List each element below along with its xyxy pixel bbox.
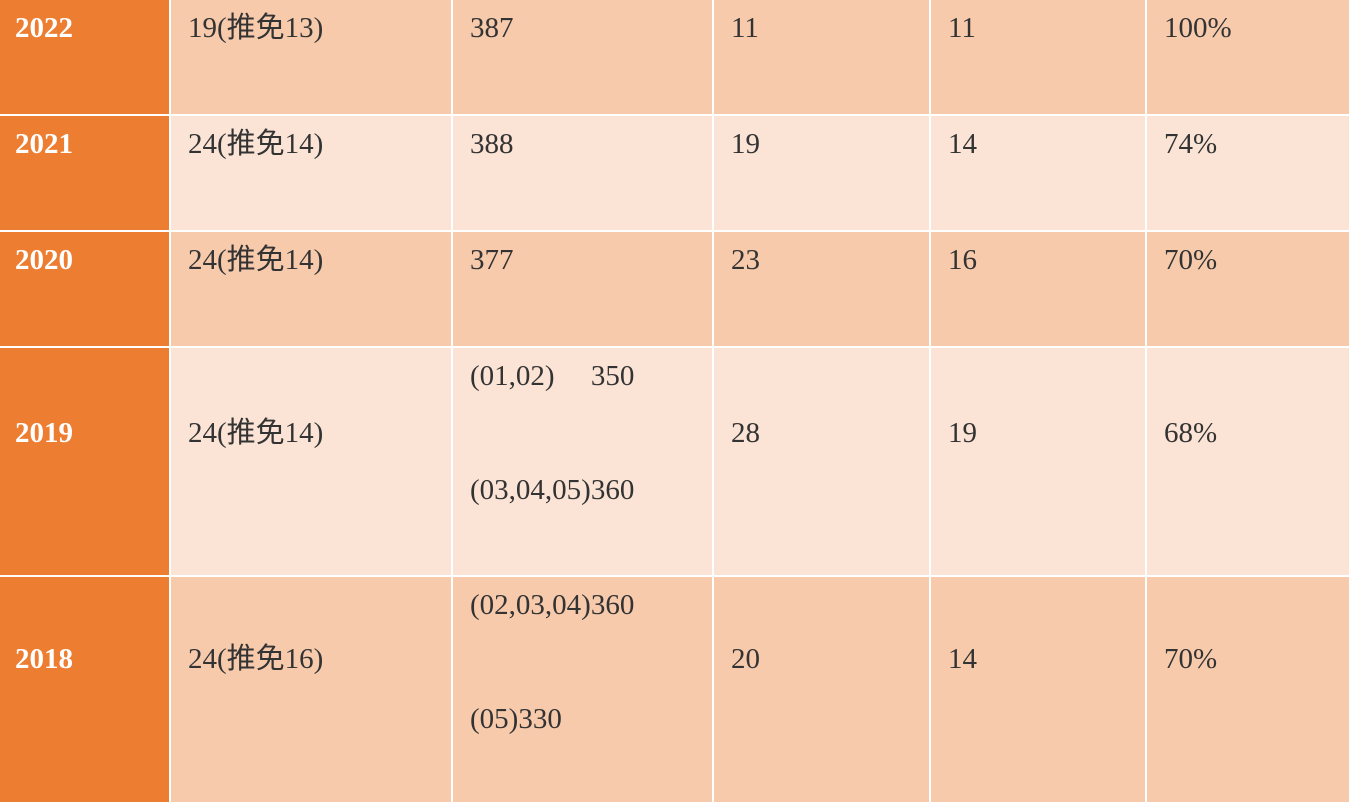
enrollment-cell: 19(推免13) [171, 0, 451, 114]
rate-cell: 68% [1147, 348, 1349, 575]
score-cell: 387 [453, 0, 712, 114]
score-line: (03,04,05)360 [470, 474, 635, 506]
enrollment-cell: 24(推免16) [171, 577, 451, 802]
year-cell: 2019 [0, 348, 169, 575]
year-cell: 2018 [0, 577, 169, 802]
score-cell: 388 [453, 116, 712, 230]
year-cell: 2021 [0, 116, 169, 230]
rate-cell: 74% [1147, 116, 1349, 230]
count-cell: 19 [714, 116, 929, 230]
rate-cell: 70% [1147, 577, 1349, 802]
count-cell: 14 [931, 577, 1145, 802]
rate-cell: 100% [1147, 0, 1349, 114]
score-cell: (01,02) 350 (03,04,05)360 [453, 348, 712, 575]
enrollment-cell: 24(推免14) [171, 348, 451, 575]
score-line: (02,03,04)360 [470, 589, 635, 621]
score-cell: (02,03,04)360 (05)330 [453, 577, 712, 802]
count-cell: 16 [931, 232, 1145, 346]
enrollment-cell: 24(推免14) [171, 116, 451, 230]
score-line: (05)330 [470, 703, 562, 735]
count-cell: 11 [714, 0, 929, 114]
count-cell: 20 [714, 577, 929, 802]
rate-cell: 70% [1147, 232, 1349, 346]
score-cell: 377 [453, 232, 712, 346]
count-cell: 11 [931, 0, 1145, 114]
score-line: (01,02) 350 [470, 360, 635, 392]
count-cell: 28 [714, 348, 929, 575]
count-cell: 14 [931, 116, 1145, 230]
enrollment-cell: 24(推免14) [171, 232, 451, 346]
year-cell: 2022 [0, 0, 169, 114]
count-cell: 23 [714, 232, 929, 346]
year-cell: 2020 [0, 232, 169, 346]
count-cell: 19 [931, 348, 1145, 575]
